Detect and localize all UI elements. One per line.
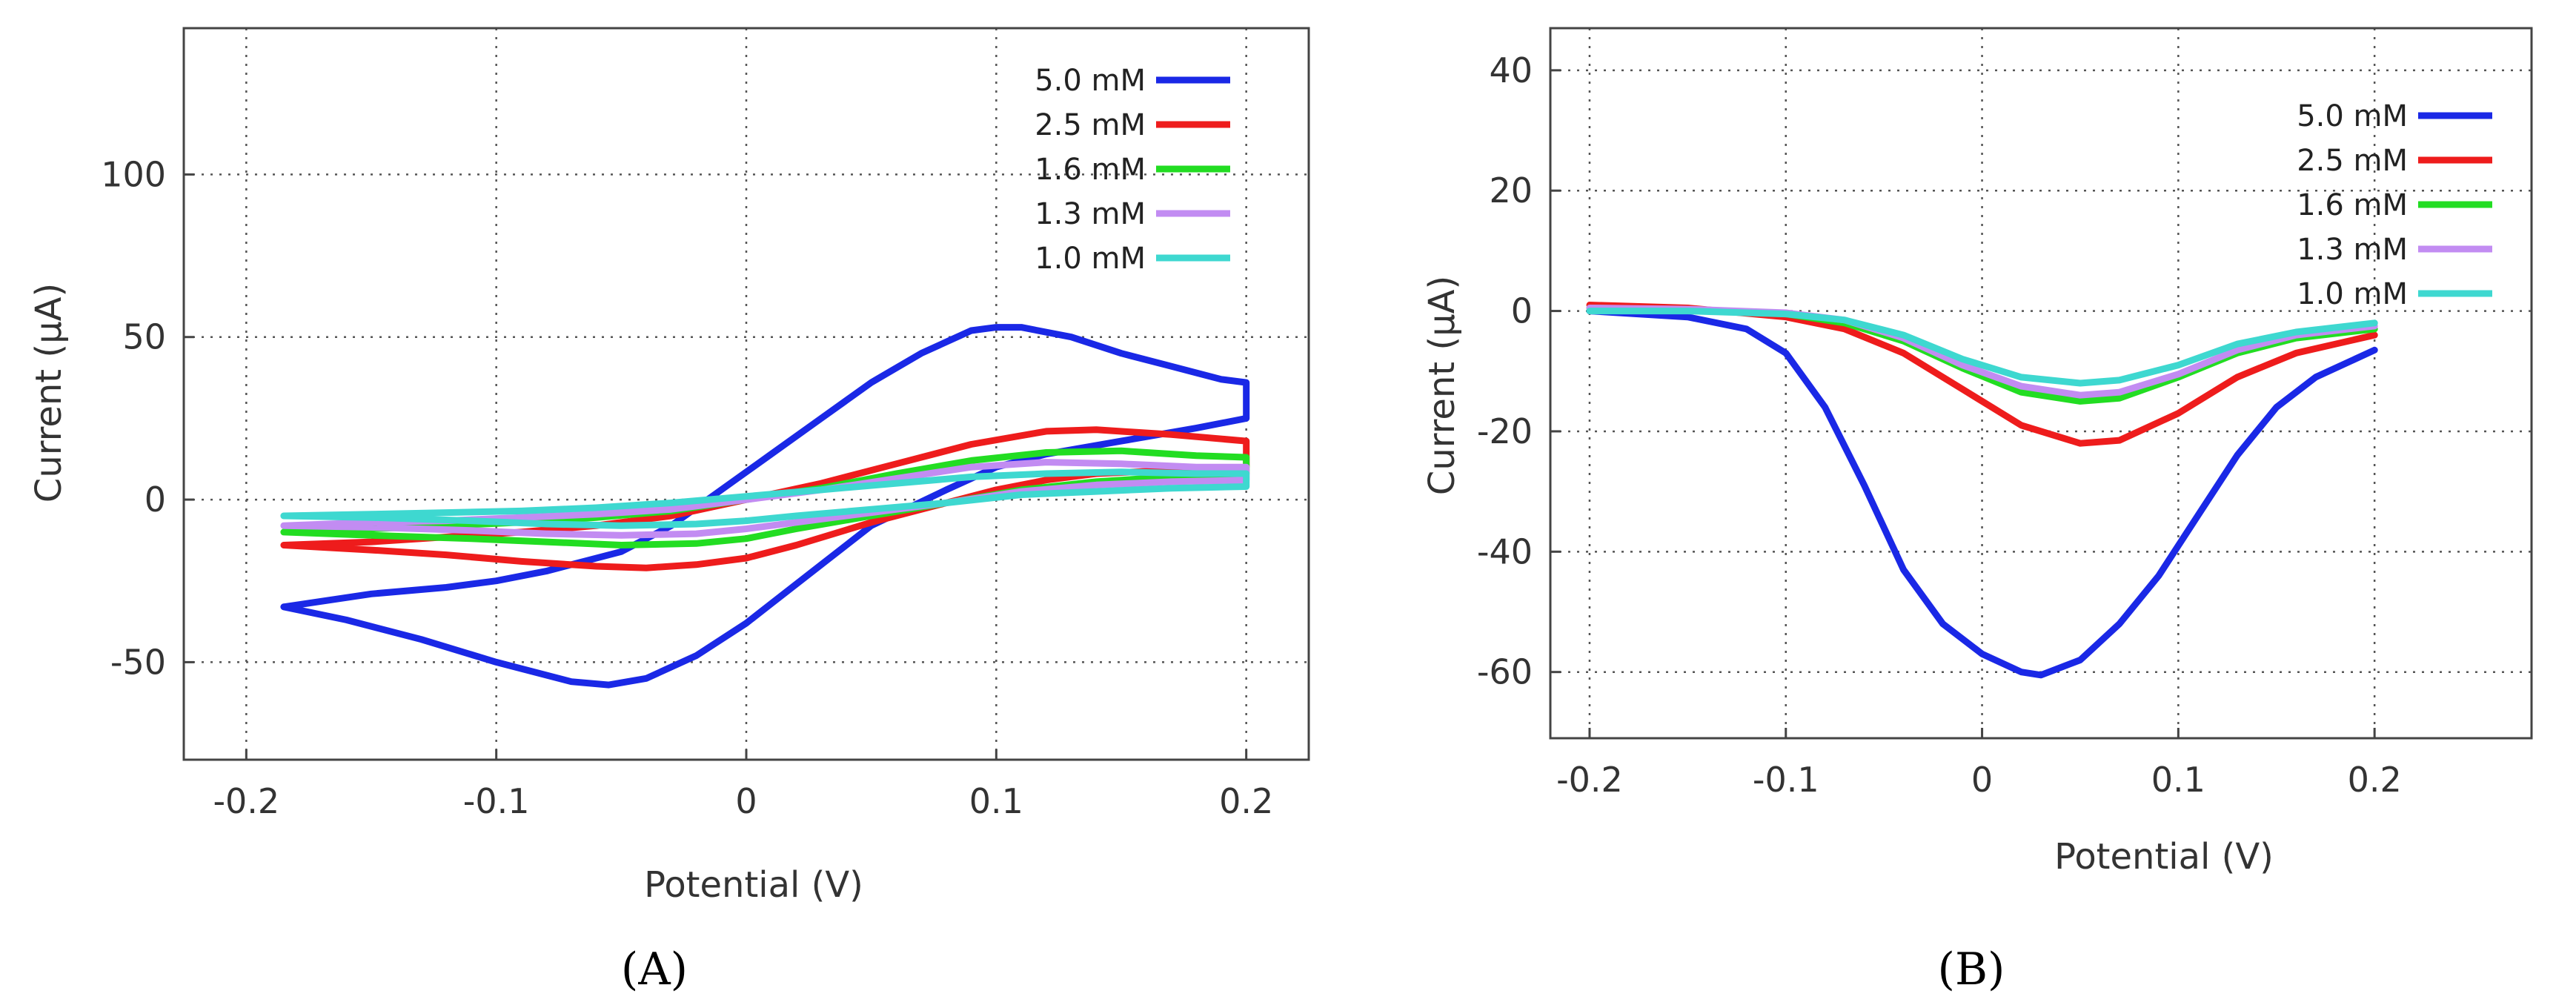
panel-a-x-tick-label: -0.2 [213,781,279,821]
panel-a-y-tick-label: 50 [122,317,166,357]
panel-a-y-tick-label: -50 [110,642,166,682]
panel-a-series-50mm-line [280,324,1250,689]
panel-a-x-tick-label: 0.1 [969,781,1023,821]
panel-b-x-tick-label: -0.2 [1556,760,1623,800]
panel-a-caption: (A) [621,944,688,995]
panel-b-x-tick-label: 0 [1971,760,1993,800]
panel-b-y-tick-label: 40 [1489,50,1533,90]
panel-b-x-tick-label: -0.1 [1753,760,1819,800]
panel-a-series-10mm-line [280,468,1250,529]
panel-a-x-axis-label: Potential (V) [644,864,863,906]
panel-b-y-tick-label: 20 [1489,170,1533,210]
panel-a-legend-label: 1.0 mM [1035,242,1146,276]
panel-b-legend-label: 5.0 mM [2297,99,2408,133]
panel-b-y-axis-label: Current (µA) [1421,276,1463,495]
panel-b-legend-label: 1.0 mM [2297,277,2408,311]
panel-a-x-tick-label: 0 [735,781,757,821]
panel-a-x-tick-label: 0.2 [1219,781,1273,821]
panel-b-x-tick-label: 0.1 [2151,760,2205,800]
panel-a-y-axis-label: Current (µA) [28,283,70,503]
panel-a-legend-label: 1.6 mM [1035,153,1146,187]
panel-b-x-axis-label: Potential (V) [2054,836,2274,878]
panel-a-y-tick-label: 100 [101,154,166,194]
panel-b-x-tick-label: 0.2 [2348,760,2402,800]
panel-a-x-tick-label: -0.1 [463,781,530,821]
panel-b-legend-label: 1.3 mM [2297,233,2408,267]
panel-b-y-tick-label: 0 [1511,291,1533,331]
panel-b-series-50mm-line [1586,308,2378,679]
panel-a-legend-label: 2.5 mM [1035,108,1146,142]
panel-b-series-10mm-line [1586,308,2378,387]
panel-b-plot-frame [1549,27,2533,740]
panel-b-legend-label: 1.6 mM [2297,188,2408,222]
panel-a-legend-label: 5.0 mM [1035,64,1146,98]
panel-b-y-tick-label: -40 [1477,531,1533,571]
panel-b-legend-label: 2.5 mM [2297,144,2408,178]
panel-b-y-tick-label: -20 [1477,411,1533,451]
panel-a-chart: -0.2 -0.1 0 0.1 0.2 -50 0 50 100 5.0 mM 2.5 mM 1.6… [28,27,1310,995]
panel-b-y-tick-label: -60 [1477,652,1533,692]
panel-a-legend-label: 1.3 mM [1035,197,1146,231]
panel-a-y-tick-label: 0 [145,480,166,520]
panel-b-caption: (B) [1938,944,2005,995]
panel-b-chart: -0.2 -0.1 0 0.1 0.2 -60 -40 -20 0 20 40 5.0 mM 2.5 … [1421,27,2533,995]
